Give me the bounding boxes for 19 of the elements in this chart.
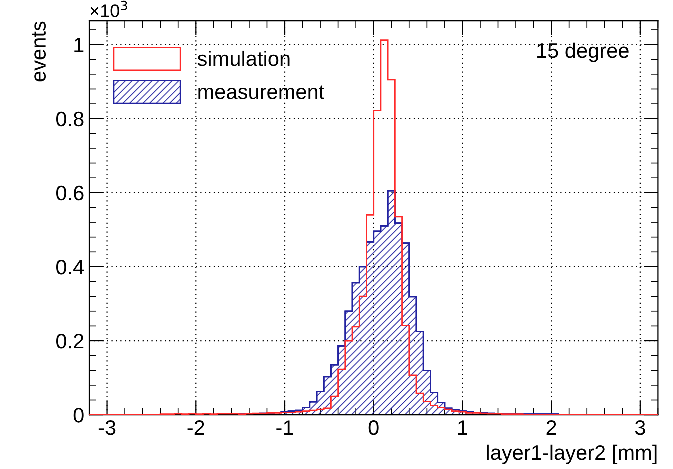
y-tick-label: 0 bbox=[74, 408, 84, 423]
x-tick-label: -1 bbox=[276, 420, 294, 436]
x-tick-label: -2 bbox=[188, 420, 204, 436]
y-tick-label: 0.6 bbox=[56, 186, 84, 201]
x-tick-label: -3 bbox=[98, 420, 116, 436]
x-tick-label: 2 bbox=[546, 420, 556, 436]
legend-label: measurement bbox=[198, 86, 324, 100]
text: ×10$^{3}$ bbox=[90, 0, 128, 18]
y-axis-title: events bbox=[32, 22, 46, 82]
legend-label: simulation bbox=[198, 50, 290, 66]
y-tick-label: 0.2 bbox=[56, 334, 84, 349]
y-tick-label: 0.8 bbox=[56, 112, 84, 127]
x-axis-title: layer1-layer2 [mm] bbox=[487, 444, 657, 464]
annotation: 15 degree bbox=[538, 42, 629, 62]
y-tick-label: 1 bbox=[74, 38, 84, 52]
x-tick-label: 0 bbox=[368, 420, 379, 436]
y-tick-label: 0.4 bbox=[56, 260, 84, 275]
x-tick-label: 3 bbox=[635, 420, 646, 436]
x-tick-label: 1 bbox=[458, 420, 468, 436]
